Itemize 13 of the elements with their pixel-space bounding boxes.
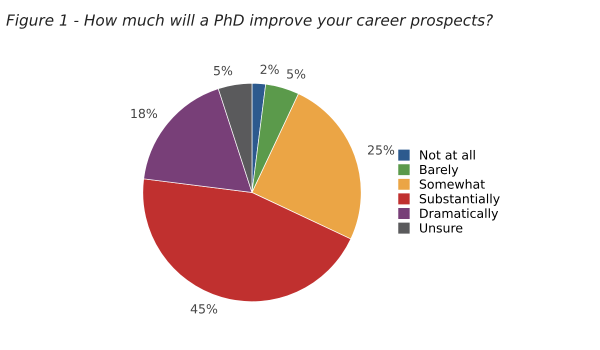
data-label: 18% (131, 108, 158, 118)
legend-label: Substantially (420, 194, 500, 206)
legend-label: Not at all (420, 150, 475, 160)
legend-label: Dramatically (420, 208, 498, 220)
data-label: 2% (260, 64, 279, 74)
data-label: 5% (214, 66, 232, 76)
legend-label: Somewhat (420, 179, 485, 189)
data-label: 5% (287, 69, 306, 79)
chart-title: Figure 1 - How much will a PhD improve your career prospects? (6, 14, 493, 29)
legend-label: Barely (420, 164, 458, 177)
data-label: 25% (368, 145, 394, 155)
data-label: 45% (190, 304, 218, 314)
legend-label: Unsure (420, 223, 462, 233)
